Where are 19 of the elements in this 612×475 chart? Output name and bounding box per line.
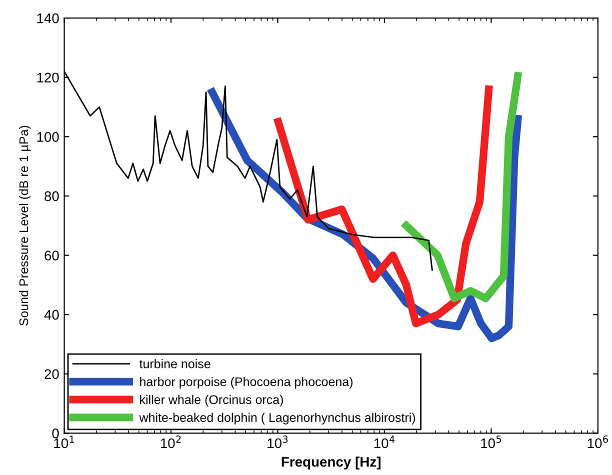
x-tick-label: 10$^{2}$ bbox=[160, 435, 181, 448]
legend-label: white-beaked dolphin ( Lagenorhynchus albirostri) bbox=[139, 412, 416, 424]
y-tick-label: 100 bbox=[37, 132, 59, 142]
x-tick-label: 10$^{4}$ bbox=[374, 436, 395, 448]
x-tick-label: 10$^{6}$ bbox=[588, 435, 608, 448]
y-axis-title: Sound Pressure Level (dB re 1 µPa) bbox=[19, 126, 31, 326]
y-tick-label: 0 bbox=[52, 428, 59, 438]
y-tick-label: 40 bbox=[44, 310, 59, 320]
legend-label: killer whale (Orcinus orca) bbox=[140, 394, 283, 407]
x-axis-title: Frequency [Hz] bbox=[282, 456, 380, 470]
legend-label: harbor porpoise (Phocoena phocoena) bbox=[140, 376, 353, 389]
y-tick-label: 140 bbox=[37, 13, 59, 24]
legend-label: turbine noise bbox=[139, 359, 210, 368]
y-tick-label: 80 bbox=[44, 191, 59, 202]
y-tick-label: 20 bbox=[44, 369, 59, 380]
y-tick-label: 60 bbox=[44, 250, 59, 260]
x-tick-label: 10$^{3}$ bbox=[268, 435, 288, 448]
x-tick-label: 10$^{5}$ bbox=[481, 436, 501, 448]
y-tick-label: 120 bbox=[37, 72, 59, 83]
